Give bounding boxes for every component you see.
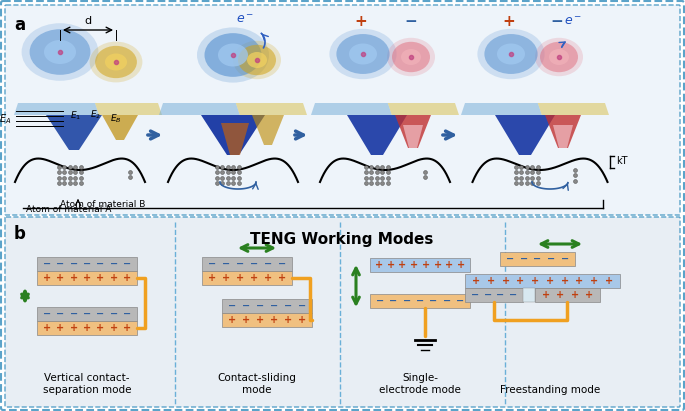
Ellipse shape [233, 41, 281, 79]
Text: Atom of material A: Atom of material A [26, 205, 112, 214]
Text: +: + [110, 273, 118, 283]
Polygon shape [311, 103, 392, 115]
Ellipse shape [105, 53, 127, 71]
Polygon shape [221, 123, 249, 155]
Polygon shape [102, 115, 138, 140]
Text: −: − [389, 296, 397, 306]
Text: +: + [250, 273, 258, 283]
Bar [202, 271, 292, 285]
Text: +: + [97, 323, 104, 333]
Polygon shape [46, 115, 102, 150]
Bar [465, 274, 620, 288]
Polygon shape [388, 103, 459, 115]
Text: +: + [445, 260, 453, 270]
Text: $e^-$: $e^-$ [564, 15, 582, 28]
Ellipse shape [497, 44, 525, 65]
Polygon shape [236, 103, 307, 115]
Ellipse shape [349, 44, 377, 65]
Text: −: − [297, 301, 306, 311]
Ellipse shape [484, 34, 538, 74]
Ellipse shape [44, 40, 76, 64]
Text: Vertical contact-
separation mode: Vertical contact- separation mode [42, 374, 132, 395]
Ellipse shape [329, 29, 397, 79]
Bar [37, 307, 137, 321]
Text: +: + [605, 276, 613, 286]
Text: −: − [70, 309, 77, 319]
Text: +: + [56, 273, 64, 283]
Ellipse shape [205, 33, 262, 77]
Text: d: d [84, 16, 92, 26]
Text: −: − [97, 309, 104, 319]
Text: $E_1$: $E_1$ [70, 110, 82, 122]
Ellipse shape [247, 52, 267, 68]
Polygon shape [252, 115, 284, 145]
Bar [37, 271, 137, 285]
Bar [500, 252, 575, 266]
Text: +: + [43, 273, 51, 283]
Text: +: + [83, 323, 91, 333]
Text: +: + [236, 273, 244, 283]
Text: −: − [236, 259, 244, 269]
Text: a: a [14, 16, 25, 34]
Text: $e^-$: $e^-$ [236, 13, 254, 26]
Polygon shape [553, 125, 573, 148]
Text: +: + [284, 315, 292, 325]
Text: $E_B$: $E_B$ [110, 113, 122, 125]
Text: −: − [123, 259, 131, 269]
Text: kT: kT [616, 156, 627, 166]
Text: +: + [422, 260, 430, 270]
Text: −: − [222, 259, 230, 269]
Ellipse shape [392, 42, 430, 72]
Text: −: − [242, 301, 250, 311]
Text: +: + [560, 276, 569, 286]
Text: Atom of material B: Atom of material B [60, 200, 146, 209]
Text: +: + [410, 260, 418, 270]
Text: −: − [484, 290, 492, 300]
Ellipse shape [477, 29, 545, 79]
Text: +: + [516, 276, 525, 286]
Text: −: − [284, 301, 292, 311]
FancyBboxPatch shape [5, 5, 680, 215]
Text: +: + [242, 315, 250, 325]
Bar [222, 313, 312, 327]
Polygon shape [538, 103, 609, 115]
Text: +: + [434, 260, 442, 270]
Text: Single-
electrode mode: Single- electrode mode [379, 374, 461, 395]
Polygon shape [201, 115, 265, 155]
Polygon shape [395, 115, 431, 148]
Text: +: + [222, 273, 230, 283]
Text: +: + [542, 290, 550, 300]
Ellipse shape [535, 38, 583, 76]
Text: Freestanding mode: Freestanding mode [500, 385, 600, 395]
Text: +: + [590, 276, 598, 286]
Bar [37, 321, 137, 335]
Bar [465, 288, 523, 302]
Bar [523, 288, 535, 302]
Text: −: − [83, 309, 91, 319]
Ellipse shape [540, 42, 578, 72]
Text: +: + [531, 276, 539, 286]
Text: −: − [416, 296, 424, 306]
Bar [202, 257, 292, 271]
Text: −: − [56, 309, 64, 319]
Text: +: + [355, 14, 367, 29]
Text: −: − [506, 254, 514, 264]
Text: −: − [70, 259, 77, 269]
Ellipse shape [336, 34, 390, 74]
Text: +: + [208, 273, 216, 283]
Text: −: − [43, 309, 51, 319]
Text: −: − [277, 259, 286, 269]
Text: +: + [228, 315, 236, 325]
Bar [37, 257, 137, 271]
Ellipse shape [95, 46, 137, 78]
Text: +: + [123, 323, 131, 333]
Text: +: + [472, 276, 480, 286]
Text: −: − [110, 259, 118, 269]
Text: −: − [497, 290, 505, 300]
Text: +: + [277, 273, 286, 283]
Polygon shape [403, 125, 423, 148]
Text: −: − [405, 14, 417, 29]
Text: −: − [97, 259, 104, 269]
Polygon shape [495, 115, 555, 155]
